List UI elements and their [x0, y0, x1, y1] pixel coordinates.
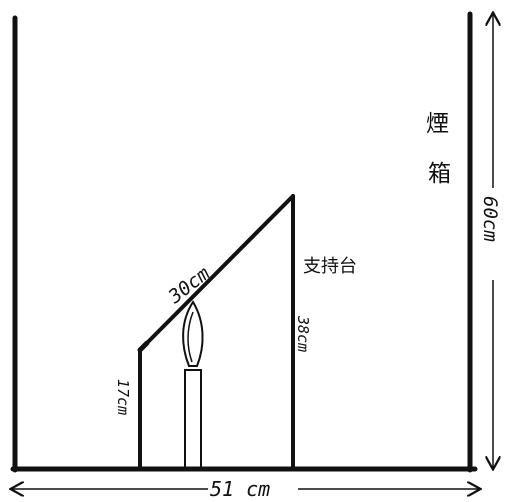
box-width-label: 51 cm	[210, 477, 270, 501]
smoke-box-label-char1: 煙	[426, 111, 449, 137]
stand-slope	[138, 194, 295, 352]
box-height-label: 60cm	[479, 196, 501, 242]
short-post-height-label: 17cm	[114, 379, 132, 415]
candle-flame-inner	[187, 311, 194, 363]
candle-body	[184, 369, 202, 470]
stand-height-label: 38cm	[294, 315, 312, 352]
smoke-box-label-char2: 箱	[428, 161, 451, 187]
stand-slope-cap	[137, 340, 150, 353]
candle-flame	[182, 300, 204, 367]
support-stand-label: 支持台	[303, 256, 357, 277]
